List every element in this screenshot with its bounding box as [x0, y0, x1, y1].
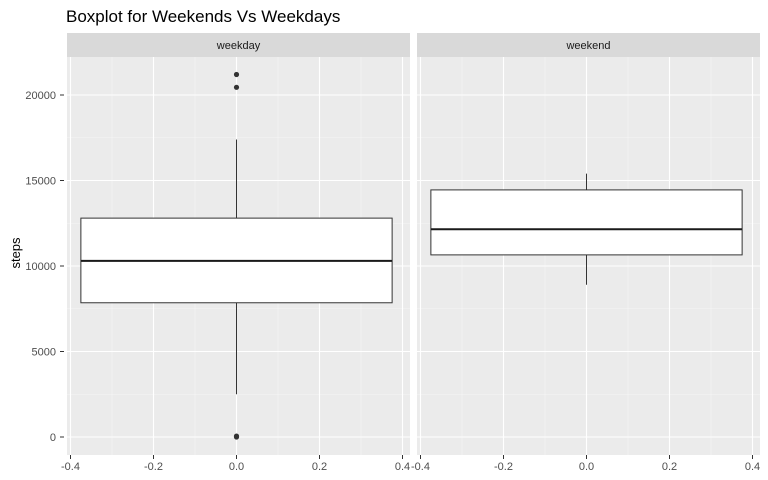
facet-panel-weekday: weekday -0.4 -0.2 0.0 0.2 0.4 — [61, 33, 410, 473]
chart-title: Boxplot for Weekends Vs Weekdays — [66, 7, 340, 26]
y-tick-label: 0 — [50, 432, 56, 444]
y-axis-title: steps — [8, 237, 23, 269]
facet-panel-weekend: weekend -0.4 -0.2 0.0 0.2 0.4 — [411, 33, 760, 473]
y-tick-label: 20000 — [25, 90, 56, 102]
x-tick-label: -0.2 — [144, 461, 163, 473]
box-iqr — [430, 189, 743, 256]
outlier-point — [233, 434, 240, 440]
facet-strip — [417, 33, 760, 57]
y-tick-label: 5000 — [32, 347, 56, 359]
x-tick-label: 0.4 — [745, 461, 760, 473]
outlier-point — [233, 71, 240, 78]
x-tick-label: 0.2 — [312, 461, 327, 473]
y-tick-label: 15000 — [25, 176, 56, 188]
x-tick-label: 0.2 — [662, 461, 677, 473]
facet-strip-label: weekday — [216, 40, 261, 52]
facet-strip-label: weekend — [565, 40, 610, 52]
y-axis-ticks: 0 5000 10000 15000 20000 — [25, 90, 64, 444]
x-tick-label: -0.2 — [494, 461, 513, 473]
facet-strip — [67, 33, 410, 57]
x-tick-label: 0.0 — [579, 461, 594, 473]
x-tick-label: -0.4 — [61, 461, 80, 473]
x-tick-label: 0.4 — [395, 461, 410, 473]
outlier-point — [233, 84, 240, 90]
x-tick-label: -0.4 — [411, 461, 430, 473]
y-tick-label: 10000 — [25, 261, 56, 273]
panel-background — [417, 57, 760, 455]
facet-panels: weekday -0.4 -0.2 0.0 0.2 0.4 weekend -0.4 -0.2 0… — [61, 33, 760, 473]
x-tick-label: 0.0 — [229, 461, 244, 473]
